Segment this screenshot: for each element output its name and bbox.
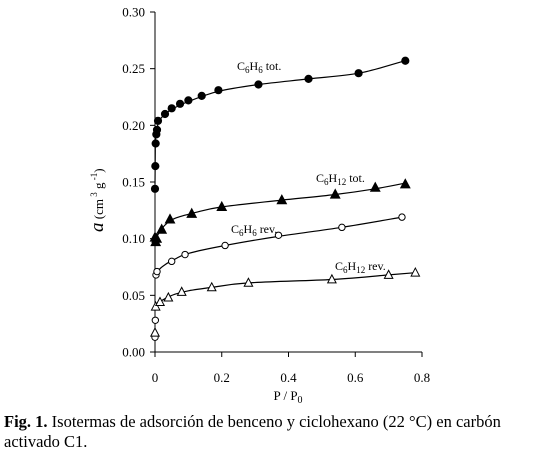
- series-label-part: rev.: [365, 259, 386, 273]
- series-label-subscript: 6: [245, 65, 250, 75]
- series-label: C6H12 rev.: [335, 259, 386, 275]
- open-circle-point: [274, 231, 283, 239]
- filled-triangle-point: [151, 232, 163, 243]
- series-label-part: tot.: [263, 59, 282, 73]
- open-triangle-point: [150, 300, 161, 311]
- series-label-part: tot.: [346, 171, 365, 185]
- series-label-subscript: 6: [239, 228, 244, 238]
- y-tick-label: 0.00: [122, 345, 145, 360]
- y-tick-label: 0.25: [122, 61, 145, 76]
- open-circle-point: [153, 267, 161, 276]
- series-label-part: H: [329, 171, 338, 185]
- open-triangle-point: [149, 327, 161, 337]
- y-axis-title-unit: g: [91, 182, 106, 192]
- y-tick-label: 0.10: [122, 231, 145, 246]
- filled-triangle-point: [216, 200, 228, 212]
- caption-label: Fig. 1.: [4, 412, 48, 431]
- filled-circle-point: [304, 74, 313, 83]
- y-tick-label: 0.20: [122, 118, 145, 133]
- series-label-subscript: 6: [252, 228, 257, 238]
- data-markers: [149, 56, 421, 341]
- open-circle-point: [181, 250, 189, 259]
- y-axis-title-superscript: 3: [89, 192, 99, 199]
- filled-circle-point: [151, 139, 160, 148]
- series-label-part: C: [237, 59, 245, 73]
- filled-circle-point: [214, 86, 223, 95]
- x-tick-label: 0.2: [214, 370, 230, 385]
- filled-circle-point: [152, 125, 162, 134]
- open-circle-point: [398, 213, 406, 221]
- open-triangle-point: [410, 266, 421, 277]
- filled-triangle-point: [276, 194, 288, 205]
- filled-circle-point: [354, 69, 363, 78]
- series-label-subscript: 6: [258, 65, 263, 75]
- series-label-part: rev.: [257, 222, 278, 236]
- x-axis-title: P / P0: [273, 388, 302, 405]
- series-label-subscript: 6: [343, 265, 348, 275]
- axis-titles: P / P0a (cm 3 g -1): [87, 168, 303, 405]
- filled-circle-point: [401, 56, 410, 65]
- series-label-part: C: [335, 259, 343, 273]
- y-tick-label: 0.05: [122, 288, 145, 303]
- caption-text: Isotermas de adsorción de benceno y cicl…: [4, 412, 501, 451]
- filled-triangle-point: [164, 213, 176, 224]
- figure-caption: Fig. 1. Isotermas de adsorción de bencen…: [4, 412, 544, 452]
- x-tick-label: 0.4: [280, 370, 297, 385]
- series-label-part: C: [316, 171, 324, 185]
- x-tick-label: 0: [152, 370, 159, 385]
- series-label: C6H6 tot.: [237, 59, 281, 75]
- open-triangle-point: [176, 286, 187, 296]
- open-triangle-point: [243, 277, 254, 287]
- filled-triangle-point: [156, 223, 168, 234]
- open-triangle-point: [154, 296, 166, 307]
- y-tick-label: 0.15: [122, 175, 145, 190]
- filled-triangle-point: [186, 207, 198, 218]
- x-tick-label: 0.8: [414, 370, 430, 385]
- series-label-part: H: [244, 222, 253, 236]
- open-triangle-point: [383, 269, 394, 279]
- open-circle-point: [221, 241, 229, 250]
- filled-circle-point: [184, 96, 193, 105]
- y-axis-title: a (cm 3 g -1): [87, 168, 108, 232]
- fit-curve: [154, 60, 406, 185]
- isotherm-chart: 0.00 0.05 0.10 0.15 0.20 0.25 0.30 0 0.2 0.4 0.6 0.…: [87, 5, 430, 406]
- y-axis-title-superscript: -1: [89, 173, 99, 183]
- filled-circle-point: [151, 162, 160, 171]
- series-label-subscript: 12: [356, 265, 365, 275]
- series-label-subscript: 6: [324, 177, 329, 187]
- filled-circle-point: [160, 109, 170, 119]
- x-tick-label: 0.6: [347, 370, 364, 385]
- open-triangle-point: [206, 281, 217, 292]
- y-axis-title-main: a: [87, 223, 108, 233]
- axes: 0.00 0.05 0.10 0.15 0.20 0.25 0.30 0 0.2 0.4 0.6 0.…: [122, 5, 430, 386]
- fit-curve: [154, 272, 416, 311]
- y-axis-title-unit: ): [91, 168, 106, 172]
- series-labels: C6H6 tot.C6H12 tot.C6H6 rev.C6H12 rev.: [231, 59, 386, 275]
- open-triangle-point: [326, 273, 337, 284]
- series-label-part: H: [348, 259, 357, 273]
- filled-circle-point: [254, 80, 263, 89]
- filled-triangle-point: [329, 188, 341, 199]
- series-label-subscript: 12: [337, 177, 346, 187]
- series-label: C6H6 rev.: [231, 222, 277, 238]
- y-axis-title-unit: (cm: [91, 199, 106, 222]
- open-triangle-point: [163, 291, 174, 302]
- series-label-part: C: [231, 222, 239, 236]
- open-circle-point: [151, 316, 160, 324]
- filled-circle-point: [197, 91, 206, 100]
- filled-circle-point: [175, 99, 185, 108]
- open-circle-point: [167, 257, 176, 266]
- y-tick-label: 0.30: [122, 5, 145, 20]
- series-label: C6H12 tot.: [316, 171, 365, 187]
- filled-circle-point: [167, 104, 176, 113]
- open-circle-point: [338, 223, 346, 232]
- filled-circle-point: [150, 184, 160, 193]
- series-label-part: H: [250, 59, 259, 73]
- filled-circle-point: [153, 116, 163, 125]
- x-axis-title-subscript: 0: [298, 395, 303, 405]
- filled-triangle-point: [369, 181, 381, 192]
- filled-triangle-point: [399, 178, 411, 189]
- x-axis-title-main: P / P: [273, 388, 297, 403]
